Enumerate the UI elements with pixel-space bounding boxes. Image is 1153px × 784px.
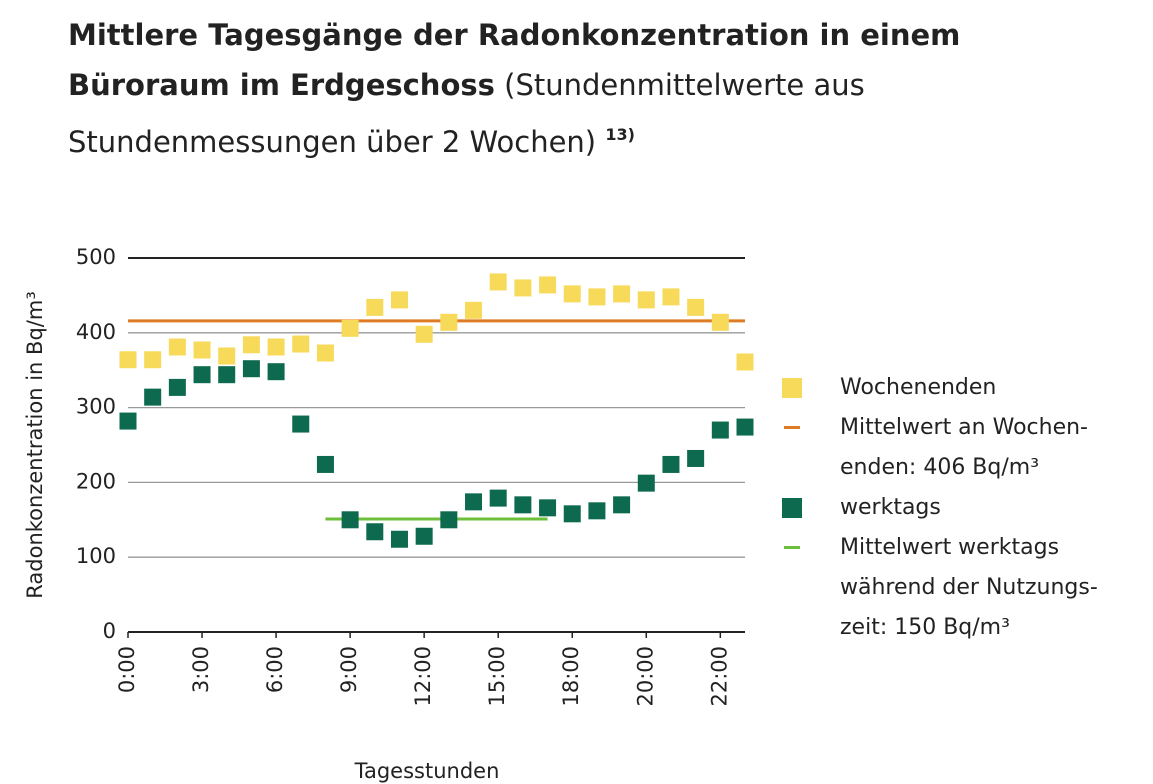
data-point: [440, 313, 458, 331]
data-point: [662, 288, 680, 306]
data-point: [465, 301, 483, 319]
legend-item: werktags: [782, 488, 1140, 528]
data-point: [588, 288, 606, 306]
x-tick-label: 18:00: [559, 646, 583, 707]
data-point: [119, 412, 137, 430]
legend-label: Mittelwert an Wochen-enden: 406 Bq/m³: [840, 415, 1088, 480]
data-point: [193, 366, 211, 384]
data-point: [193, 341, 211, 359]
legend-label: Mittelwert werktags während der Nutzungs…: [840, 535, 1098, 640]
data-point: [267, 363, 285, 381]
data-point: [292, 335, 310, 353]
legend-symbol: [782, 528, 840, 568]
legend-symbol: [782, 488, 840, 528]
legend-marker: [784, 546, 800, 549]
data-point: [415, 325, 433, 343]
data-point: [711, 313, 729, 331]
data-point: [144, 388, 162, 406]
data-point: [415, 527, 433, 545]
x-tick-label: 22:00: [707, 646, 731, 707]
legend-marker: [782, 498, 802, 518]
data-point: [341, 319, 359, 337]
data-point: [316, 455, 334, 473]
data-point: [637, 291, 655, 309]
data-point: [465, 493, 483, 511]
y-tick-label: 500: [76, 245, 116, 269]
data-point: [514, 279, 532, 297]
legend-item: Wochenenden: [782, 368, 1140, 408]
data-point: [144, 351, 162, 369]
data-point: [316, 344, 334, 362]
data-point: [736, 418, 754, 436]
legend-symbol: [782, 368, 840, 408]
data-point: [563, 285, 581, 303]
footnote: 13): [605, 125, 635, 144]
data-point: [711, 421, 729, 439]
data-point: [168, 338, 186, 356]
data-point: [662, 455, 680, 473]
data-point: [218, 366, 236, 384]
x-tick-label: 9:00: [337, 646, 361, 693]
legend: Wochenenden Mittelwert an Wochen-enden: 4…: [782, 368, 1140, 648]
data-point: [366, 298, 384, 316]
data-point: [514, 496, 532, 514]
y-tick-label: 200: [76, 469, 116, 493]
data-point: [588, 502, 606, 520]
y-tick-label: 0: [103, 619, 116, 643]
data-point: [687, 449, 705, 467]
x-tick-label: 20:00: [633, 646, 657, 707]
data-point: [539, 276, 557, 294]
y-tick-label: 400: [76, 320, 116, 344]
legend-label: werktags: [840, 495, 941, 520]
data-point: [736, 353, 754, 371]
data-point: [366, 523, 384, 541]
data-point: [637, 474, 655, 492]
legend-symbol: [782, 408, 840, 448]
data-point: [341, 511, 359, 529]
data-point: [292, 415, 310, 433]
data-point: [539, 499, 557, 517]
header: Mittlere Tagesgänge der Radonkonzentrati…: [68, 10, 1128, 167]
legend-item: Mittelwert an Wochen-enden: 406 Bq/m³: [782, 408, 1140, 488]
data-point: [687, 298, 705, 316]
data-point: [440, 511, 458, 529]
data-point: [613, 285, 631, 303]
y-axis-title: Radonkonzentration in Bq/m³: [23, 291, 47, 598]
data-point: [168, 378, 186, 396]
data-point: [563, 505, 581, 523]
y-tick-label: 100: [76, 544, 116, 568]
data-point: [489, 489, 507, 507]
data-point: [242, 336, 260, 354]
data-point: [119, 351, 137, 369]
data-point: [242, 360, 260, 378]
data-point: [489, 273, 507, 291]
legend-marker: [784, 426, 800, 429]
chart-subtitle: (Stundenmittelwerte aus Stundenmessungen…: [68, 68, 865, 159]
x-tick-label: 0:00: [115, 646, 139, 693]
x-tick-label: 3:00: [189, 646, 213, 693]
x-axis-title: Tagesstunden: [354, 759, 500, 783]
data-point: [218, 347, 236, 365]
legend-label: Wochenenden: [840, 375, 997, 400]
data-point: [390, 530, 408, 548]
data-point: [613, 496, 631, 514]
legend-item: Mittelwert werktags während der Nutzungs…: [782, 528, 1140, 648]
data-point: [390, 291, 408, 309]
data-point: [267, 338, 285, 356]
y-tick-label: 300: [76, 395, 116, 419]
x-tick-label: 6:00: [263, 646, 287, 693]
chart-title: Mittlere Tagesgänge der Radonkonzentrati…: [68, 18, 961, 102]
legend-marker: [782, 378, 802, 398]
x-tick-label: 12:00: [411, 646, 435, 707]
x-tick-label: 15:00: [485, 646, 509, 707]
